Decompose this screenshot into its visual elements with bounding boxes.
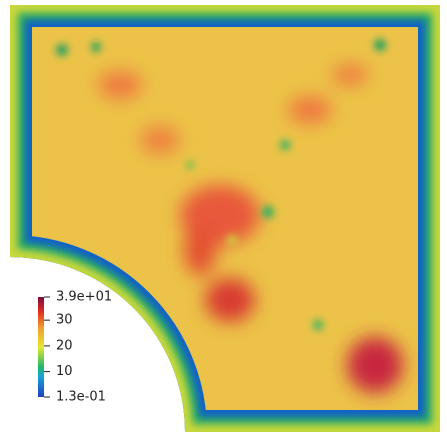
plate [10, 5, 440, 432]
colorbar-tick-label: 20 [56, 338, 73, 353]
colorbar-tick-label: 1.3e-01 [56, 390, 106, 405]
colorbar [38, 297, 44, 397]
colorbar-tick-label: 30 [56, 313, 73, 328]
colorbar-tick-label: 3.9e+01 [56, 290, 112, 305]
colorbar-tick-label: 10 [56, 364, 73, 379]
